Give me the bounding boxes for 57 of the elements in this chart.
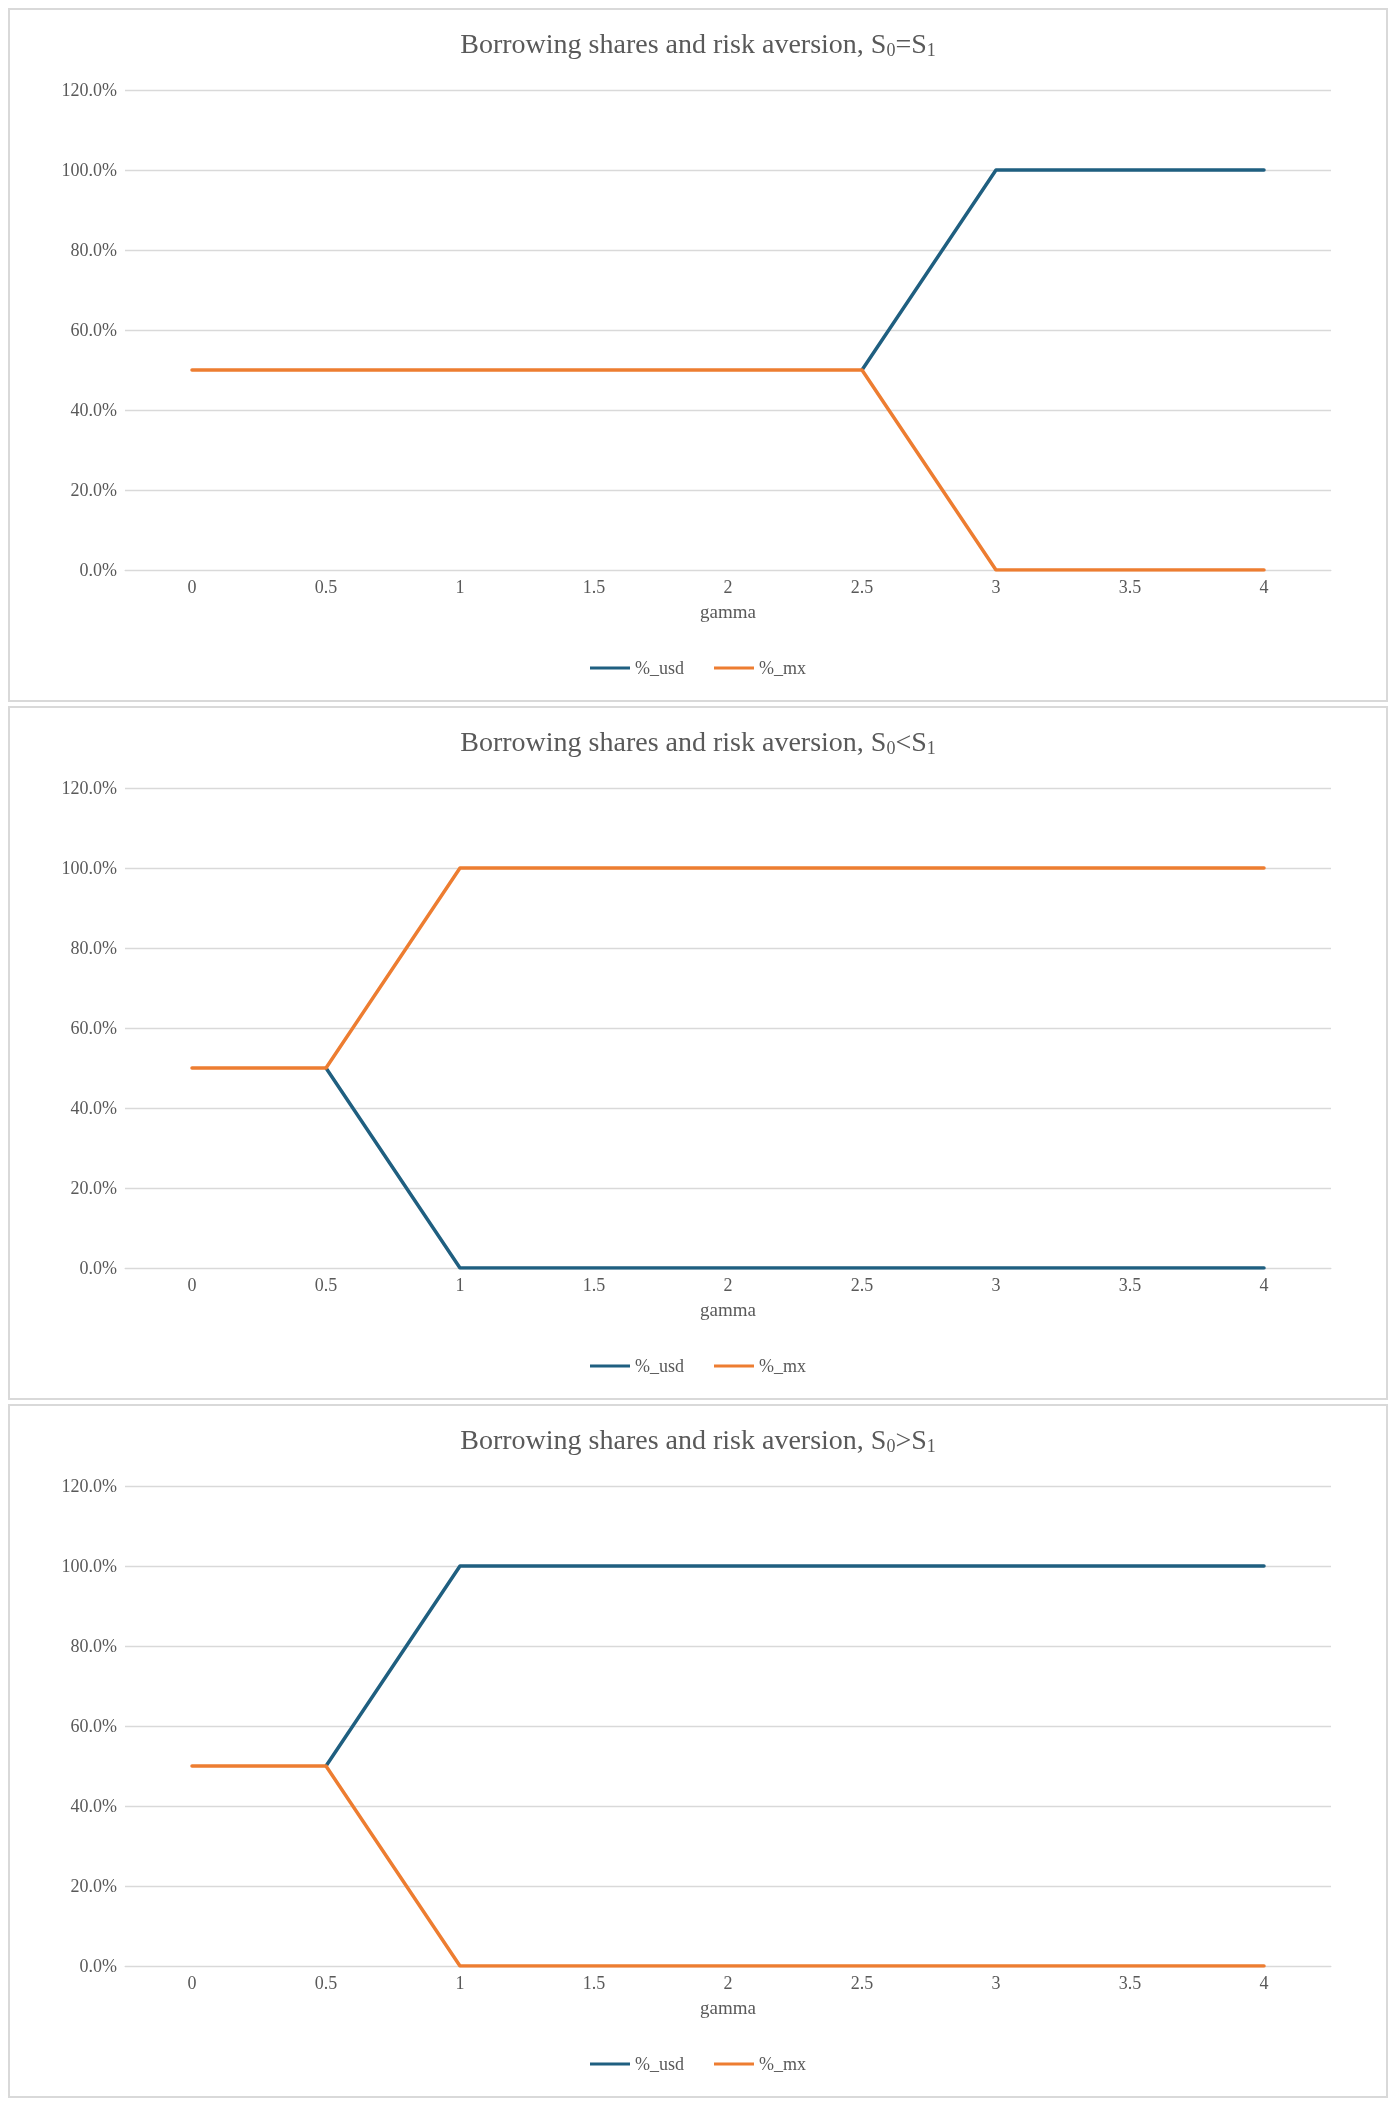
y-tick-label: 0.0% [79,1258,117,1278]
x-tick-label: 1.5 [582,1275,606,1295]
y-tick-label: 60.0% [70,1018,117,1038]
x-tick-label: 3.5 [1118,1973,1142,1993]
x-tick-label: 0 [187,577,197,597]
x-tick-label: 2 [723,1973,733,1993]
legend-label: %_mx [759,2054,806,2074]
y-tick-label: 60.0% [70,1716,117,1736]
y-tick-label: 0.0% [79,1956,117,1976]
x-tick-label: 0.5 [314,1275,338,1295]
y-tick-label: 40.0% [70,1796,117,1816]
legend-label: %_usd [635,658,684,678]
y-tick-label: 120.0% [61,80,117,100]
y-tick-label: 40.0% [70,1098,117,1118]
x-axis-title: gamma [700,1997,757,2018]
y-tick-label: 100.0% [61,858,117,878]
x-tick-label: 3 [991,1275,1001,1295]
x-tick-label: 1 [455,1973,465,1993]
x-tick-label: 0 [187,1275,197,1295]
y-tick-label: 120.0% [61,778,117,798]
x-tick-label: 2.5 [850,1973,874,1993]
y-tick-label: 0.0% [79,560,117,580]
y-tick-label: 80.0% [70,938,117,958]
x-tick-label: 1.5 [582,577,606,597]
x-tick-label: 0.5 [314,1973,338,1993]
legend-label: %_usd [635,2054,684,2074]
y-tick-label: 60.0% [70,320,117,340]
y-tick-label: 20.0% [70,480,117,500]
y-tick-label: 100.0% [61,1556,117,1576]
y-tick-label: 20.0% [70,1178,117,1198]
y-tick-label: 120.0% [61,1476,117,1496]
y-tick-label: 40.0% [70,400,117,420]
x-tick-label: 2 [723,577,733,597]
y-tick-label: 80.0% [70,240,117,260]
x-tick-label: 3.5 [1118,577,1142,597]
x-axis-title: gamma [700,601,757,622]
x-tick-label: 2 [723,1275,733,1295]
x-tick-label: 2.5 [850,577,874,597]
x-tick-label: 4 [1259,1973,1269,1993]
legend-label: %_mx [759,658,806,678]
x-tick-label: 0 [187,1973,197,1993]
x-tick-label: 3 [991,1973,1001,1993]
x-tick-label: 1 [455,577,465,597]
legend-label: %_usd [635,1356,684,1376]
y-tick-label: 100.0% [61,160,117,180]
x-tick-label: 1 [455,1275,465,1295]
x-tick-label: 3.5 [1118,1275,1142,1295]
x-axis-title: gamma [700,1299,757,1320]
y-tick-label: 20.0% [70,1876,117,1896]
x-tick-label: 1.5 [582,1973,606,1993]
x-tick-label: 0.5 [314,577,338,597]
x-tick-label: 3 [991,577,1001,597]
legend-label: %_mx [759,1356,806,1376]
x-tick-label: 4 [1259,577,1269,597]
x-tick-label: 2.5 [850,1275,874,1295]
y-tick-label: 80.0% [70,1636,117,1656]
x-tick-label: 4 [1259,1275,1269,1295]
